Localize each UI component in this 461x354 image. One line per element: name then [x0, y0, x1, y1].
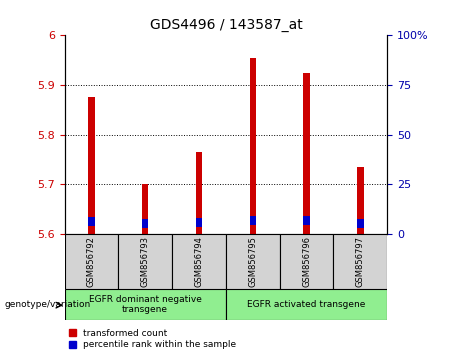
Bar: [357, 219, 364, 228]
Text: GSM856795: GSM856795: [248, 236, 257, 286]
Bar: [118, 234, 172, 289]
Bar: [249, 58, 256, 234]
Text: EGFR activated transgene: EGFR activated transgene: [248, 300, 366, 309]
Bar: [196, 218, 202, 227]
Bar: [280, 234, 333, 289]
Bar: [88, 97, 95, 234]
Bar: [65, 289, 226, 320]
Bar: [226, 289, 387, 320]
Bar: [172, 234, 226, 289]
Bar: [303, 216, 310, 225]
Bar: [142, 219, 148, 228]
Text: GSM856793: GSM856793: [141, 235, 150, 287]
Text: GSM856794: GSM856794: [195, 236, 203, 286]
Bar: [196, 152, 202, 234]
Bar: [226, 234, 280, 289]
Bar: [88, 217, 95, 226]
Title: GDS4496 / 143587_at: GDS4496 / 143587_at: [149, 18, 302, 32]
Text: GSM856796: GSM856796: [302, 235, 311, 287]
Bar: [142, 184, 148, 234]
Legend: transformed count, percentile rank within the sample: transformed count, percentile rank withi…: [69, 329, 236, 349]
Text: EGFR dominant negative
transgene: EGFR dominant negative transgene: [89, 295, 201, 314]
Bar: [249, 216, 256, 225]
Text: genotype/variation: genotype/variation: [5, 300, 91, 309]
Bar: [333, 234, 387, 289]
Bar: [303, 73, 310, 234]
Bar: [65, 234, 118, 289]
Text: GSM856797: GSM856797: [356, 235, 365, 287]
Bar: [357, 167, 364, 234]
Text: GSM856792: GSM856792: [87, 236, 96, 286]
